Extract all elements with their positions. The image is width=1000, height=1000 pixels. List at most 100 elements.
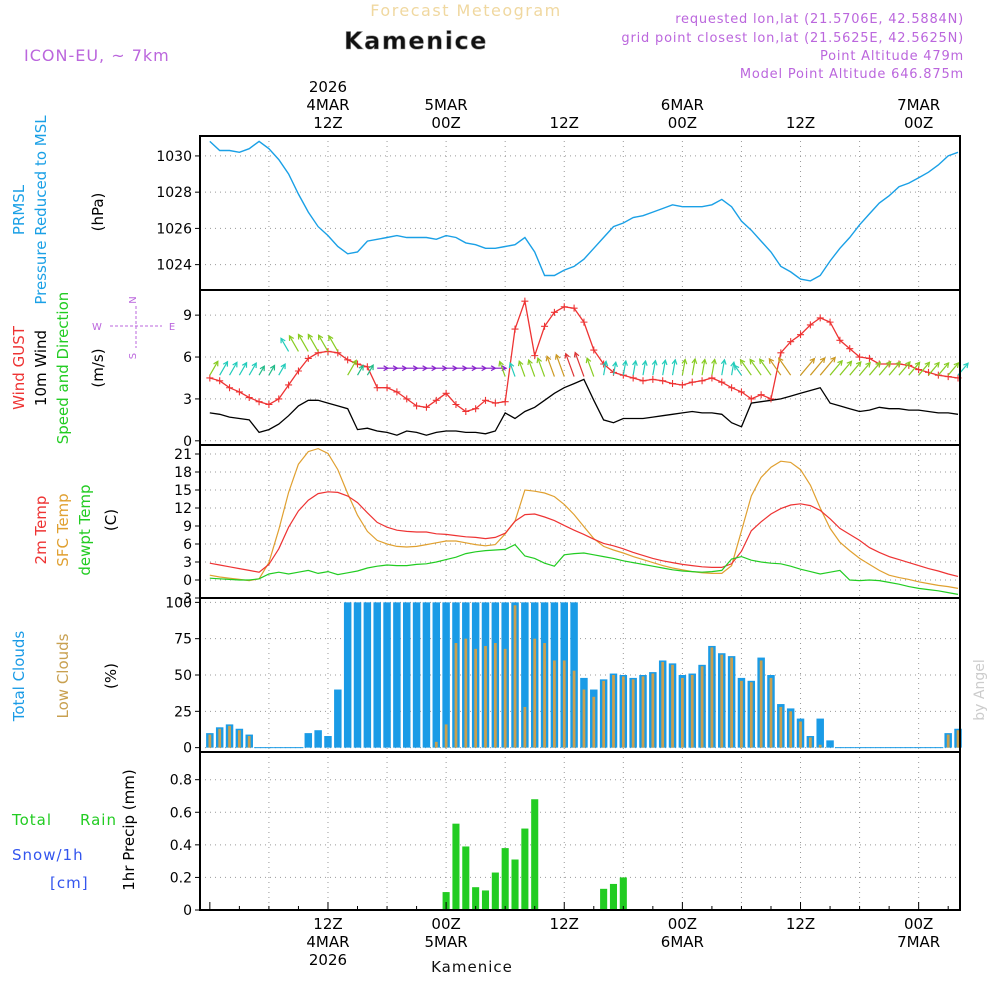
wind-direction-arrow — [318, 334, 329, 352]
wind-direction-arrowhead — [934, 361, 940, 368]
wind-direction-arrowhead — [749, 358, 755, 365]
wind-direction-arrow — [518, 360, 526, 377]
wind-direction-arrow — [671, 359, 676, 376]
wind-direction-arrow — [652, 360, 657, 376]
wind-direction-arrow — [800, 358, 815, 376]
wind-direction-arrow — [612, 362, 617, 376]
low-cloud-bar — [651, 673, 655, 748]
dewpt-temp-line — [209, 543, 959, 595]
wind-gust-marker — [226, 384, 234, 392]
wind-direction-arrow — [268, 365, 276, 376]
total-cloud-bar — [343, 602, 352, 748]
low-cloud-bar — [434, 741, 438, 748]
x-tick-label-top: 12Z — [313, 114, 342, 132]
wind-gust-marker — [708, 374, 716, 382]
low-cloud-bar — [464, 638, 468, 748]
rain-bar — [609, 883, 618, 910]
low-cloud-bar — [808, 737, 812, 748]
total-clouds-label: Total Clouds — [10, 631, 28, 723]
wind-gust-label: Wind GUST — [10, 325, 28, 410]
wind-direction-label: Speed and Direction — [54, 292, 72, 445]
wind-gust-marker — [669, 380, 677, 388]
rain-bar — [472, 887, 480, 910]
y-tick-label: 0 — [183, 903, 192, 919]
total-cloud-bar — [363, 602, 372, 748]
wind-gust-marker — [245, 394, 253, 402]
wind-direction-arrowhead — [527, 358, 533, 366]
rain-bar — [452, 823, 460, 910]
wind-gust-marker — [265, 401, 273, 409]
wind-direction-arrow — [586, 357, 595, 377]
wind-direction-arrow — [947, 362, 959, 376]
wind-direction-arrowhead — [819, 357, 826, 364]
rain-bar — [600, 888, 608, 910]
wind-direction-arrowhead — [536, 356, 543, 364]
compass-north: N — [128, 296, 139, 303]
wind-gust-marker — [590, 346, 598, 354]
low-cloud-bar — [484, 645, 487, 748]
low-cloud-bar — [749, 682, 753, 748]
wind-direction-arrowhead — [508, 361, 515, 369]
wind-gust-marker — [285, 381, 293, 389]
wind-direction-arrow — [740, 359, 752, 376]
wind-direction-arrow — [859, 362, 871, 376]
wind-direction-arrow — [908, 361, 921, 376]
wind-direction-arrowhead — [953, 361, 960, 368]
wind-direction-arrow — [759, 358, 772, 376]
wind-direction-arrow — [691, 358, 696, 376]
wind-direction-arrow — [528, 359, 536, 377]
wind-gust-marker — [698, 377, 706, 385]
wind-direction-arrow — [622, 360, 627, 376]
low-cloud-bar — [218, 728, 222, 748]
wind-direction-arrow — [721, 359, 726, 376]
wind-direction-arrowhead — [498, 360, 504, 367]
wind-gust-marker — [432, 396, 440, 404]
wind-direction-arrow — [248, 362, 257, 376]
wind-direction-arrow — [278, 363, 286, 376]
pressure-unit: (hPa) — [89, 193, 107, 232]
wind-direction-arrow — [555, 354, 565, 377]
y-tick-label: 0.6 — [170, 805, 192, 821]
temp-unit: (C) — [102, 509, 120, 531]
x-tick-label-top: 5MAR — [425, 96, 468, 114]
rain-bar — [462, 846, 470, 910]
wind-direction-arrow — [888, 361, 901, 376]
wind-gust-marker — [442, 389, 450, 397]
wind-direction-arrow — [768, 358, 782, 376]
header-subtitle: Forecast Meteogram — [370, 1, 561, 20]
wind-direction-arrowhead — [924, 361, 931, 368]
wind-direction-arrow — [499, 361, 506, 377]
header-point-altitude: Point Altitude 479m — [820, 49, 964, 64]
low-cloud-bar — [710, 647, 714, 748]
wind-direction-arrow — [849, 361, 862, 376]
x-tick-label-top: 00Z — [904, 114, 933, 132]
total-cloud-bar — [432, 602, 441, 748]
wind-gust-marker — [767, 395, 775, 403]
total-cloud-bar — [373, 602, 381, 748]
total-cloud-bar — [314, 730, 322, 748]
wind-direction-arrow — [839, 361, 852, 376]
wind-direction-arrowhead — [661, 358, 668, 366]
wind-direction-arrow — [229, 362, 238, 376]
wind-gust-marker — [836, 336, 844, 344]
wind-gust-marker — [422, 403, 430, 411]
text-layer: 10241026102810300369-3036912151821025507… — [10, 78, 940, 969]
wind-gust-marker — [491, 399, 499, 407]
y-tick-label: 75 — [174, 632, 192, 648]
wind-direction-arrowhead — [213, 360, 219, 367]
wind-direction-arrow — [937, 362, 950, 376]
y-tick-label: 12 — [174, 501, 192, 517]
wind-direction-arrowhead — [241, 361, 248, 368]
wind-gust-marker — [206, 374, 214, 382]
wind-direction-arrow — [632, 360, 637, 376]
sfc-temp-label: SFC Temp — [54, 493, 72, 566]
wind-direction-arrow — [509, 362, 516, 377]
low-cloud-bar — [238, 730, 241, 748]
wind-direction-arrowhead — [733, 364, 740, 371]
wind-direction-arrow — [537, 357, 546, 377]
wind-gust-marker — [757, 391, 765, 399]
y-tick-label: 1028 — [156, 185, 192, 201]
low-cloud-bar — [671, 664, 674, 748]
wind-direction-arrow — [219, 361, 229, 376]
wind-gust-marker — [944, 373, 952, 381]
